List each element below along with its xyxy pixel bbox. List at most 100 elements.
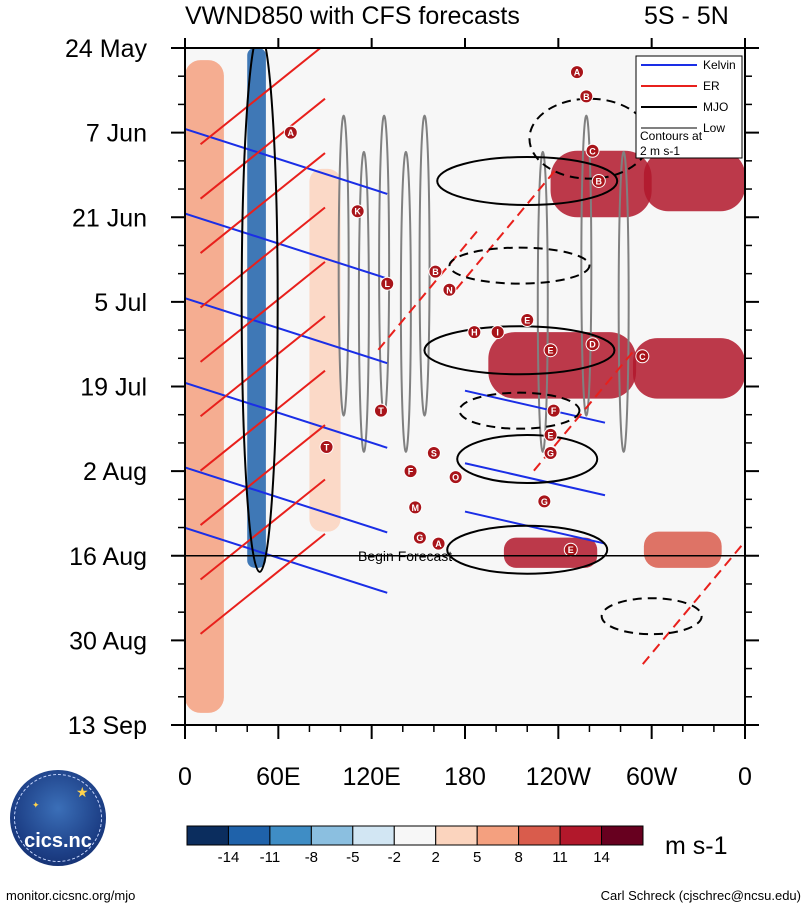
- colorbar-swatch: [393, 825, 437, 846]
- anomaly-band: [247, 48, 266, 568]
- colorbar-swatch: [269, 825, 312, 846]
- y-tick-label: 16 Aug: [69, 543, 147, 571]
- low-contour: [418, 114, 431, 417]
- storm-marker-letter: G: [416, 533, 423, 543]
- low-contour: [399, 150, 412, 453]
- legend-label: MJO: [703, 100, 728, 114]
- er-contour: [199, 478, 326, 581]
- cicsnc-logo: ★ ✦ cics.nc: [10, 770, 106, 866]
- storm-marker: [403, 464, 418, 479]
- er-contour: [199, 48, 322, 146]
- storm-marker: [408, 500, 423, 515]
- colorbar-units: m s-1: [665, 832, 728, 860]
- storm-marker-letter: E: [568, 545, 574, 555]
- storm-marker: [442, 282, 457, 297]
- storm-marker: [490, 325, 505, 340]
- mjo-contour: [436, 155, 619, 206]
- x-tick-label: 0: [738, 763, 752, 791]
- kelvin-contour: [464, 510, 606, 545]
- y-tick-label: 21 Jun: [72, 204, 147, 232]
- filtered-wave-contours: [185, 48, 744, 665]
- mjo-contour-dashed: [600, 597, 703, 636]
- kelvin-contour: [185, 212, 388, 280]
- storm-marker-letter: C: [639, 352, 646, 362]
- colorbar-level-label: -8: [305, 849, 318, 866]
- colorbar-level-label: 5: [473, 849, 481, 866]
- er-contour: [199, 424, 326, 526]
- er-contour-dashed: [533, 350, 635, 472]
- storm-markers: A B A C B K B L N E H I D E C T F E T G S F O G M G A E: [283, 65, 650, 557]
- anomaly-band: [309, 168, 341, 532]
- colorbar-level-label: 8: [514, 849, 522, 866]
- storm-marker: [570, 65, 584, 80]
- low-contour: [357, 150, 370, 453]
- colorbar-level-label: -14: [218, 849, 240, 866]
- colorbar: -14 -11 -8 -5 -2 2 5 8 11 14: [186, 825, 644, 866]
- x-tick-label: 120E: [342, 763, 400, 791]
- storm-marker: [635, 349, 650, 364]
- er-contour: [199, 533, 326, 635]
- storm-marker: [467, 325, 482, 340]
- er-contour-dashed: [377, 229, 480, 351]
- mjo-contour: [423, 325, 616, 376]
- storm-marker-letter: E: [548, 430, 554, 440]
- mjo-contour: [240, 48, 279, 573]
- storm-marker-letter: H: [471, 328, 478, 338]
- x-tick-label: 0: [178, 763, 192, 791]
- x-tick-label: 60W: [626, 763, 678, 791]
- storm-marker-letter: M: [411, 503, 419, 513]
- colorbar-swatch: [186, 825, 229, 846]
- er-contour: [199, 369, 326, 472]
- storm-marker-letter: F: [551, 406, 557, 416]
- kelvin-contour: [185, 381, 388, 449]
- mjo-contour: [456, 434, 599, 485]
- low-contour: [617, 150, 630, 453]
- storm-marker-letter: I: [496, 328, 499, 338]
- storm-marker-letter: E: [548, 346, 554, 356]
- storm-marker: [537, 494, 552, 509]
- footer-url[interactable]: monitor.cicsnc.org/mjo: [6, 888, 136, 903]
- colorbar-swatch: [310, 825, 354, 846]
- storm-marker-letter: C: [589, 146, 596, 156]
- storm-marker-letter: G: [547, 448, 554, 458]
- er-contour-dashed: [642, 543, 744, 665]
- storm-marker-letter: T: [324, 442, 330, 452]
- anomaly-band: [633, 338, 745, 399]
- colorbar-level-label: -5: [346, 849, 359, 866]
- kelvin-contour: [185, 526, 388, 594]
- storm-marker-letter: F: [408, 467, 414, 477]
- storm-marker-letter: T: [378, 406, 384, 416]
- begin-forecast-label: Begin Forecast: [358, 548, 452, 564]
- storm-marker-letter: B: [583, 92, 590, 102]
- storm-marker-letter: B: [596, 176, 603, 186]
- region-label: 5S - 5N: [644, 2, 729, 30]
- logo-ring: [14, 774, 102, 862]
- kelvin-contour: [464, 462, 606, 497]
- logo-text: cics.nc: [24, 830, 92, 852]
- er-contour: [199, 97, 326, 200]
- anomaly-band: [503, 537, 598, 568]
- storm-marker-letter: G: [541, 497, 548, 507]
- er-contour: [199, 261, 326, 363]
- footer-credit: Carl Schreck (cjschrec@ncsu.edu): [600, 888, 801, 903]
- er-contour: [199, 206, 326, 309]
- storm-marker: [380, 276, 395, 291]
- legend-label: Low: [703, 121, 725, 135]
- mjo-contour: [446, 524, 609, 575]
- y-tick-label: 7 Jun: [86, 120, 147, 148]
- storm-marker: [350, 204, 365, 219]
- chart-title: VWND850 with CFS forecasts: [185, 2, 520, 30]
- storm-marker-letter: S: [431, 448, 437, 458]
- y-tick-label: 5 Jul: [94, 289, 147, 317]
- storm-marker-letter: B: [432, 267, 439, 277]
- star-icon: ★: [76, 784, 89, 800]
- colorbar-level-label: -2: [388, 849, 401, 866]
- colorbar-swatch: [601, 825, 644, 846]
- storm-marker-letter: K: [354, 207, 361, 217]
- colorbar-swatch: [518, 825, 561, 846]
- kelvin-contour: [185, 297, 388, 365]
- storm-marker: [543, 343, 558, 358]
- kelvin-contour: [185, 127, 388, 195]
- storm-marker: [448, 470, 463, 485]
